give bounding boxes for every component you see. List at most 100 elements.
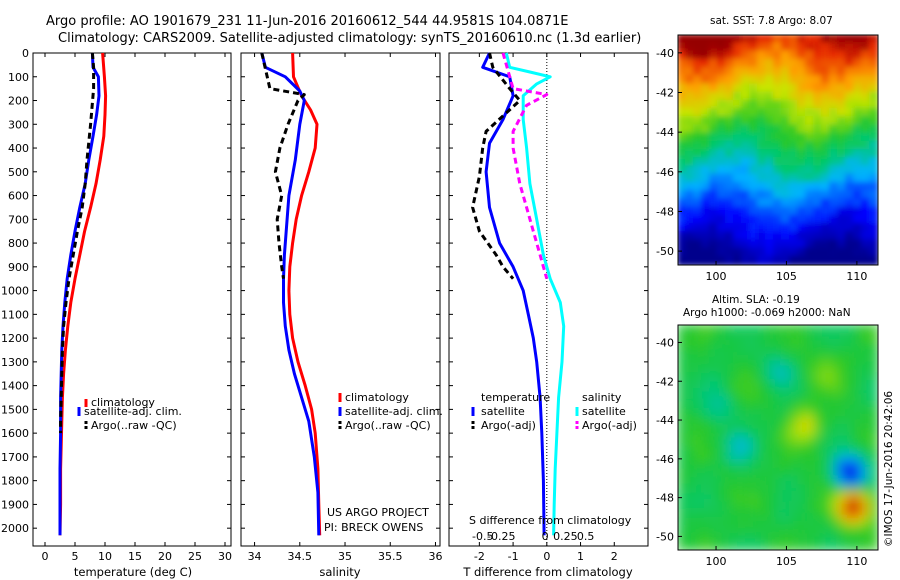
map-cell: [869, 157, 878, 168]
map-cell: [709, 404, 719, 415]
map-cell: [869, 468, 878, 479]
map-cell: [861, 428, 871, 439]
map-cell: [701, 436, 711, 447]
map-cell: [789, 348, 799, 359]
map-cell: [797, 372, 807, 383]
map-cell: [733, 91, 743, 102]
x-tick-label: 25: [188, 550, 202, 563]
map-cell: [773, 214, 783, 225]
map-cell: [725, 500, 735, 511]
map-cell: [861, 380, 871, 391]
map-cell: [773, 58, 783, 69]
x-tick-label: 0: [42, 550, 49, 563]
map-cell: [813, 66, 823, 78]
map-cell: [789, 157, 799, 168]
map-cell: [693, 492, 703, 503]
map-cell: [861, 508, 871, 519]
map-cell: [861, 516, 871, 527]
map-x-tick-label: 110: [846, 555, 867, 568]
map-frame: [677, 34, 879, 266]
map-cell: [765, 332, 775, 342]
map-cell: [773, 532, 783, 543]
map-cell: [773, 42, 783, 53]
map-cell: [781, 348, 791, 359]
map-cell: [845, 325, 855, 334]
map-cell: [797, 75, 807, 86]
map-cell: [741, 516, 751, 527]
map-cell: [765, 198, 775, 209]
map-cell: [765, 83, 775, 94]
map-cell: [685, 124, 695, 135]
map-cell: [837, 157, 847, 168]
map-cell: [821, 541, 831, 550]
map-cell: [765, 340, 775, 351]
map-cell: [821, 500, 831, 511]
map-cell: [749, 444, 759, 455]
map-cell: [845, 460, 855, 471]
difference-legend: temperature salinity satellite Argo(-adj…: [471, 391, 637, 432]
map-cell: [821, 214, 831, 225]
sst-map: 100 105 110-40-42-44-46-48-50: [656, 34, 879, 283]
map-cell: [789, 428, 799, 439]
map-cell: [733, 428, 743, 439]
legend-label-sal-argo: Argo(-adj): [582, 419, 637, 432]
map-cell: [813, 508, 823, 519]
map-cell: [765, 255, 775, 265]
map-cell: [821, 332, 831, 342]
map-cell: [829, 388, 839, 399]
map-cell: [821, 58, 831, 69]
map-cell: [717, 532, 727, 543]
map-cell: [845, 380, 855, 391]
map-cell: [717, 83, 727, 94]
map-cell: [781, 516, 791, 527]
map-cell: [685, 325, 695, 334]
map-cell: [869, 190, 878, 201]
map-cell: [773, 157, 783, 168]
map-cell: [821, 468, 831, 479]
map-cell: [829, 508, 839, 519]
map-cell: [701, 332, 711, 342]
map-cell: [773, 500, 783, 511]
map-cell: [845, 206, 855, 217]
map-cell: [773, 364, 783, 375]
map-cell: [693, 247, 703, 258]
map-cell: [749, 484, 759, 495]
map-cell: [821, 165, 831, 176]
map-cell: [749, 380, 759, 391]
map-cell: [765, 181, 775, 193]
map-cell: [797, 50, 807, 61]
map-cell: [685, 107, 695, 119]
map-cell: [853, 436, 863, 447]
legend-label-argo: Argo(..raw -QC): [345, 419, 431, 432]
map-cell: [837, 412, 847, 423]
map-cell: [741, 396, 751, 407]
map-cell: [765, 404, 775, 415]
map-cell: [829, 75, 839, 86]
map-cell: [741, 173, 751, 184]
map-cell: [821, 255, 831, 265]
map-cell: [829, 541, 839, 550]
map-cell: [781, 42, 791, 53]
map-cell: [741, 198, 751, 209]
map-x-tick-label: 105: [776, 270, 797, 283]
x-tick-label: 15: [128, 550, 142, 563]
map-cell: [701, 364, 711, 375]
map-cell: [765, 516, 775, 527]
map-cell: [725, 492, 735, 503]
map-cell: [725, 444, 735, 455]
map-cell: [725, 181, 735, 193]
map-cell: [853, 388, 863, 399]
map-cell: [821, 412, 831, 423]
map-cell: [797, 239, 807, 250]
map-y-tick-label: -44: [656, 126, 674, 139]
map-cell: [685, 116, 695, 127]
map-cell: [837, 364, 847, 375]
map-cell: [749, 541, 759, 550]
map-cell: [693, 66, 703, 78]
map-cell: [709, 396, 719, 407]
map-cell: [797, 420, 807, 431]
map-cell: [725, 198, 735, 209]
map-cell: [861, 50, 871, 61]
map-cell: [693, 340, 703, 351]
